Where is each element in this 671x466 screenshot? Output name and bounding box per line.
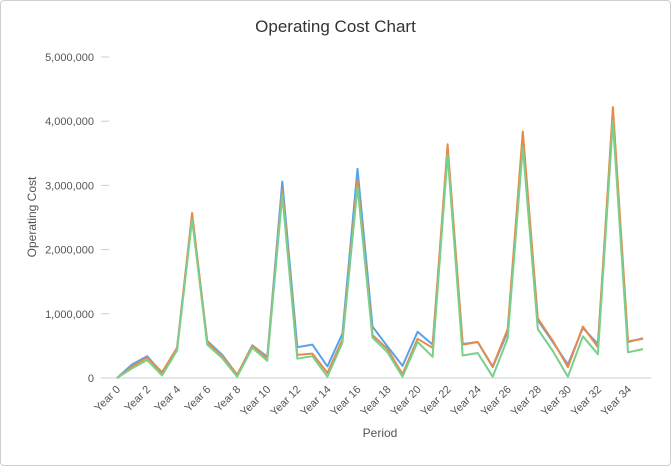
y-tick-label: 1,000,000 [45,309,94,321]
x-tick-label: Year 12 [268,384,303,419]
x-axis-title: Period [363,426,398,440]
x-tick-label: Year 10 [238,384,273,419]
x-tick-label: Year 24 [449,384,484,419]
x-tick-label: Year 14 [298,384,333,419]
x-tick-label: Year 16 [329,384,364,419]
series-lines [116,106,644,379]
x-tick-label: Year 20 [389,384,424,419]
x-tick-label: Year 2 [122,384,153,415]
x-tick-label: Year 18 [359,384,394,419]
chart-title: Operating Cost Chart [255,17,416,36]
x-tick-label: Year 32 [569,384,604,419]
y-tick-label: 4,000,000 [45,116,94,128]
x-tick-label: Year 22 [419,384,454,419]
x-tick-label: Year 6 [183,384,214,415]
x-tick-label: Year 28 [509,384,544,419]
y-tick-label: 5,000,000 [45,52,94,64]
series-line-3 [116,120,644,379]
y-axis-ticks: 0 1,000,000 2,000,000 3,000,000 4,000,000 5,0… [45,52,109,385]
x-tick-label: Year 26 [479,384,514,419]
y-tick-label: 2,000,000 [45,245,94,257]
y-tick-label: 0 [88,373,94,385]
x-tick-label: Year 4 [153,384,184,415]
x-tick-label: Year 30 [539,384,574,419]
y-axis-title: Operating Cost [25,176,39,257]
x-tick-label: Year 34 [599,384,634,419]
x-tick-label: Year 0 [92,384,123,415]
y-tick-label: 3,000,000 [45,180,94,192]
